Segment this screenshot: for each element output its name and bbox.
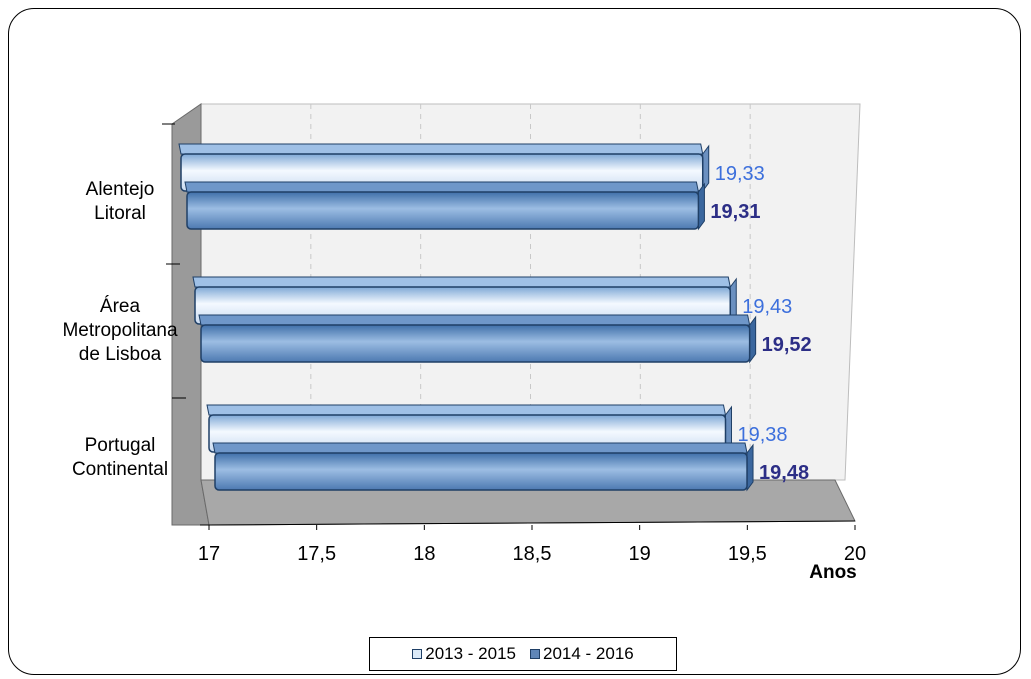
x-axis-title: Anos	[809, 562, 857, 583]
x-axis-ticks: 17 17,5 18 18,5 19 19,5 20	[162, 123, 866, 565]
legend-label-series-2: 2014 - 2016	[543, 644, 634, 663]
bar-series-2	[200, 324, 751, 363]
legend-swatch-series-2	[530, 649, 540, 659]
x-axis-line	[208, 520, 856, 526]
category-label: Alentejo	[86, 179, 155, 200]
value-label-series-2: 19,48	[759, 462, 809, 484]
category-label: Metropolitana	[62, 320, 178, 341]
bar-end-2	[749, 315, 757, 364]
bar-top-1	[192, 276, 731, 288]
legend: 2013 - 2015 2014 - 2016	[369, 637, 677, 671]
x-tick-label: 17	[198, 543, 220, 565]
value-label-series-2: 19,52	[762, 334, 812, 356]
legend-item-series-2: 2014 - 2016	[530, 644, 634, 664]
bar-series-2	[214, 452, 748, 491]
category-label: Litoral	[94, 203, 146, 224]
bar-series-2	[186, 191, 700, 230]
bar-top-2	[212, 442, 748, 454]
x-tick-label: 19,5	[728, 543, 767, 565]
value-labels: 19,33 19,31 19,43 19,52 19,38 19,48	[710, 163, 811, 484]
bar-end-2	[746, 443, 754, 492]
bar-top-1	[178, 143, 704, 155]
category-label: Área	[100, 296, 141, 317]
bar-top-1	[206, 404, 727, 416]
legend-swatch-series-1	[412, 649, 423, 659]
value-label-series-2: 19,31	[710, 201, 760, 223]
bar-top-2	[198, 314, 751, 326]
legend-item-series-1: 2013 - 2015	[412, 644, 516, 664]
bar-top-2	[184, 181, 700, 193]
x-tick-label: 18,5	[513, 543, 552, 565]
x-tick-label: 20	[844, 543, 866, 565]
value-label-series-1: 19,33	[715, 163, 765, 185]
legend-label-series-1: 2013 - 2015	[425, 644, 516, 663]
category-label: Continental	[72, 459, 168, 480]
bar-end-2	[697, 182, 705, 231]
x-tick-label: 17,5	[297, 543, 336, 565]
bars	[178, 143, 757, 492]
value-label-series-1: 19,43	[742, 296, 792, 318]
category-label: de Lisboa	[79, 344, 162, 365]
x-tick-label: 18	[413, 543, 435, 565]
x-tick-label: 19	[629, 543, 651, 565]
category-labels: Alentejo Litoral Área Metropolitana de Lisbo…	[62, 179, 178, 480]
value-label-series-1: 19,38	[737, 424, 787, 446]
category-label: Portugal	[85, 435, 156, 456]
